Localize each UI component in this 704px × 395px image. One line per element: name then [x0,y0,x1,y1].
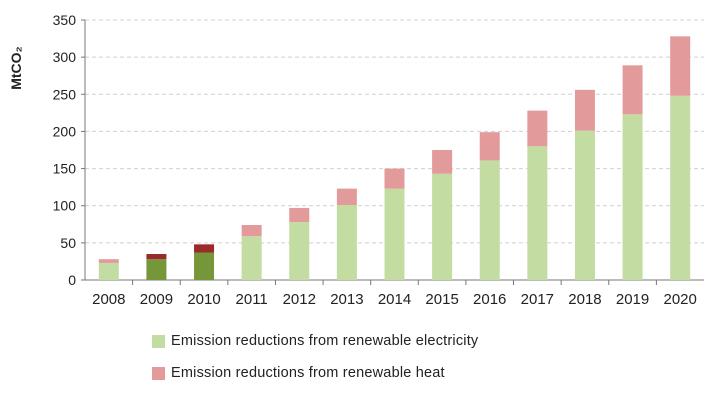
bar-electricity [622,114,643,280]
legend-label-electricity: Emission reductions from renewable elect… [171,333,479,349]
x-tick-label: 2012 [283,291,316,308]
bar-heat [194,244,215,253]
bar-electricity [194,252,215,280]
bar-heat [241,225,262,237]
y-tick-label: 200 [53,123,77,139]
bar-heat [146,254,167,260]
bar-electricity [289,222,310,280]
x-tick-label: 2008 [92,291,125,308]
y-tick-label: 300 [53,49,77,65]
bar-heat [574,89,595,131]
y-tick-label: 50 [60,235,76,251]
y-tick-label: 0 [68,272,76,288]
bar-electricity [241,236,262,280]
y-tick-label: 250 [53,86,77,102]
legend: Emission reductions from renewable elect… [152,331,478,395]
bar-heat [670,36,691,96]
x-tick-label: 2010 [187,291,220,308]
bar-electricity [384,188,405,280]
stacked-bar-chart: 0 50 100 150 200 250 300 350 2008 2009 2010 2011 201… [8,12,704,308]
bar-electricity [670,95,691,281]
bar-electricity [336,204,357,280]
bar-heat [432,150,453,174]
legend-swatch-electricity [152,334,165,348]
x-tick-label: 2017 [521,291,554,308]
y-axis-label: MtCO₂ [8,46,24,90]
bar-heat [622,65,643,115]
legend-item-electricity: Emission reductions from renewable elect… [152,331,478,351]
x-tick-label: 2011 [236,291,268,308]
bar-electricity [479,160,500,280]
legend-swatch-heat [152,366,165,380]
legend-label-heat: Emission reductions from renewable heat [171,365,445,381]
x-tick-label: 2019 [616,291,649,308]
x-tick-label: 2018 [568,291,601,308]
y-tick-label: 100 [53,198,77,214]
bar-heat [289,207,310,223]
x-tick-label: 2020 [664,291,697,308]
x-tick-label: 2015 [425,291,458,308]
bars [98,36,691,281]
x-tick-label: 2013 [330,291,363,308]
bar-heat [527,110,548,147]
bar-electricity [98,262,119,280]
bar-electricity [432,173,453,280]
bar-electricity [574,130,595,280]
bar-heat [336,188,357,205]
bar-heat [384,168,405,189]
legend-item-heat: Emission reductions from renewable heat [152,363,478,383]
bar-electricity [146,259,167,280]
tick-labels: 0 50 100 150 200 250 300 350 2008 2009 2010 2011 201… [53,12,697,308]
bar-heat [98,259,119,263]
x-tick-label: 2016 [473,291,506,308]
x-tick-label: 2009 [140,291,173,308]
bar-heat [479,132,500,161]
bar-electricity [527,146,548,280]
y-tick-label: 350 [53,12,77,28]
x-tick-label: 2014 [378,291,411,308]
y-tick-label: 150 [53,161,77,177]
